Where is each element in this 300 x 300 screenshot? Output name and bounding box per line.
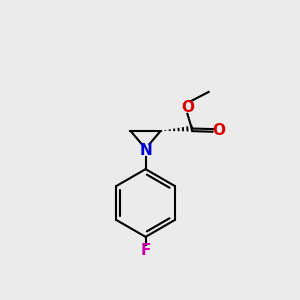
Text: O: O — [181, 100, 194, 115]
Text: F: F — [140, 244, 151, 259]
Text: O: O — [212, 123, 225, 138]
Text: N: N — [139, 143, 152, 158]
